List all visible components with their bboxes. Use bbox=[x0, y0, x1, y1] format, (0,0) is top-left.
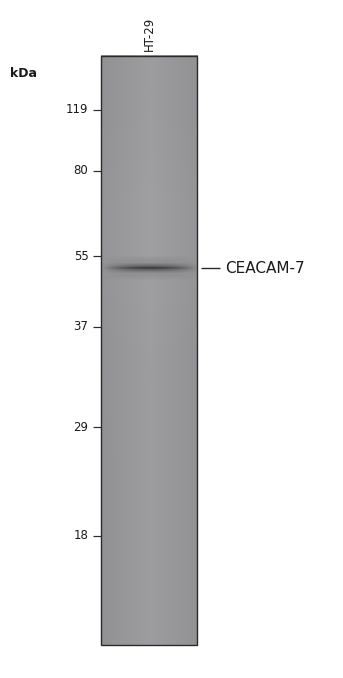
Text: HT-29: HT-29 bbox=[143, 16, 156, 51]
Text: 18: 18 bbox=[74, 529, 88, 542]
Text: 37: 37 bbox=[74, 320, 88, 334]
Text: 80: 80 bbox=[74, 164, 88, 178]
Text: 29: 29 bbox=[73, 420, 88, 434]
Text: 55: 55 bbox=[74, 250, 88, 263]
Text: kDa: kDa bbox=[10, 66, 37, 80]
Text: 119: 119 bbox=[66, 103, 88, 117]
Bar bbox=[101, 56, 197, 645]
Text: CEACAM-7: CEACAM-7 bbox=[225, 261, 304, 276]
